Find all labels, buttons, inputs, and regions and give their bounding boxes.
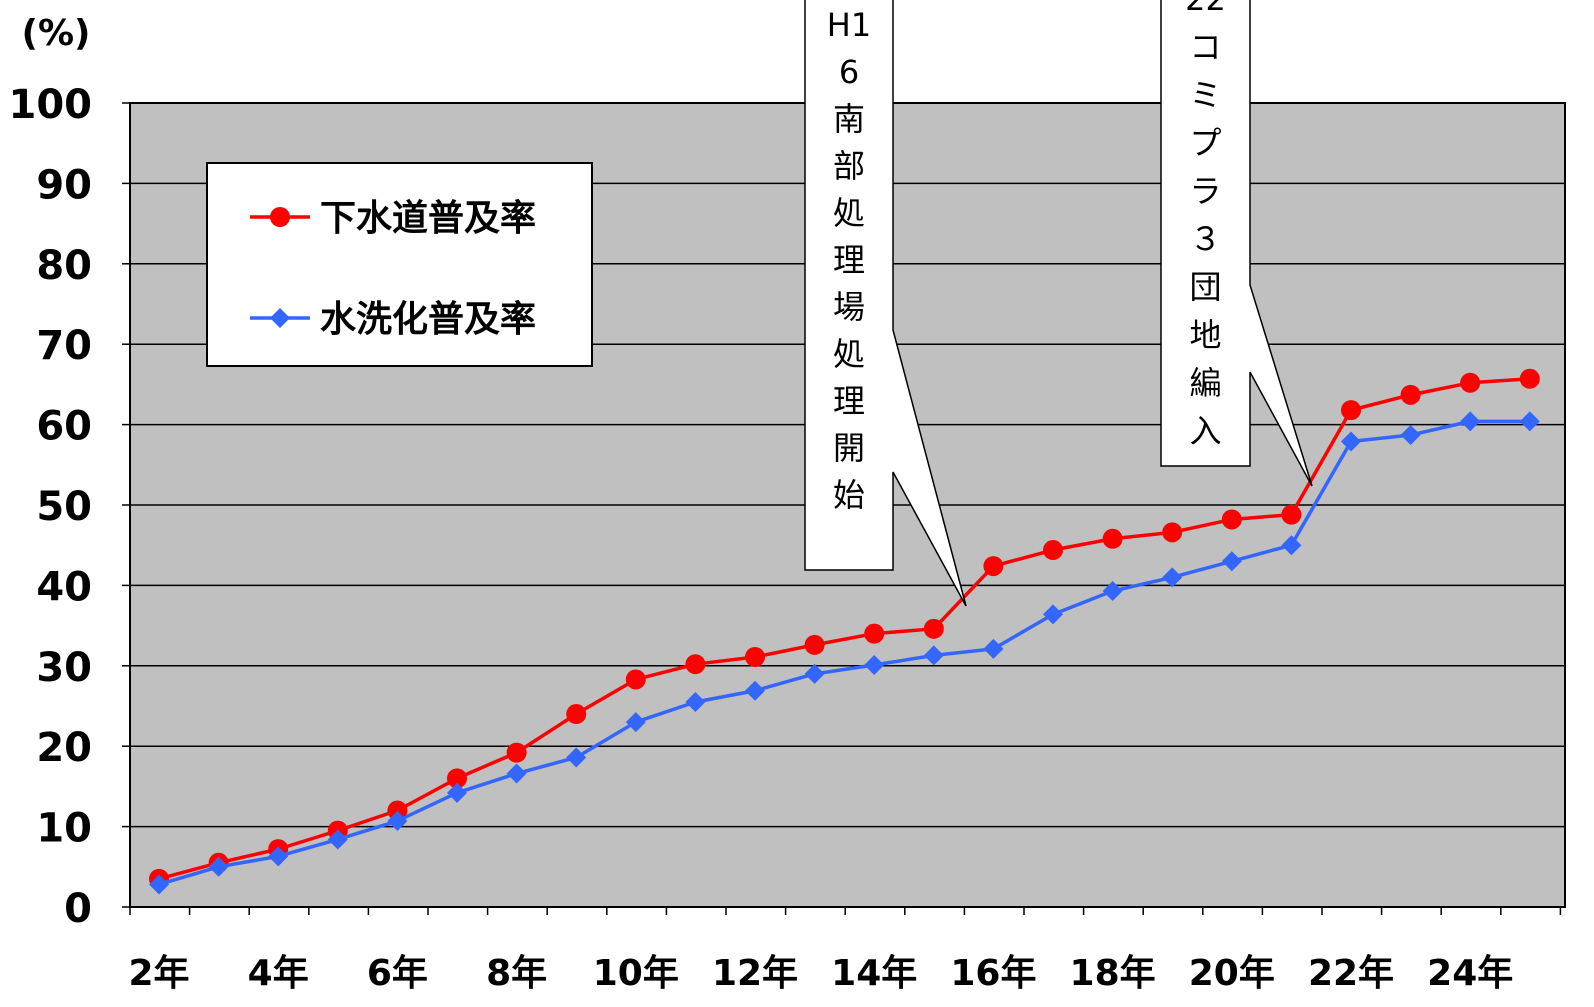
annotation-text: 理 [833,382,865,420]
series-line-1 [158,377,1530,881]
annotation-text: 入 [1189,412,1221,450]
annotation-text: 6 [839,53,859,91]
x-tick-label: 14年 [831,953,917,994]
data-point-2 [1400,425,1421,446]
data-point-1 [625,669,646,690]
data-point-2 [983,638,1004,659]
annotation-text: 地 [1189,316,1221,354]
data-point-1 [1519,368,1540,389]
data-point-1 [1281,504,1302,525]
data-point-1 [1162,522,1183,543]
data-point-1 [685,654,706,675]
y-tick-label: 70 [36,323,92,369]
annotation-text: 開 [833,429,865,467]
annotation-text: 始 [833,476,865,514]
data-point-2 [208,856,229,877]
annotation-callout [1160,0,1313,487]
data-point-1 [1400,384,1421,405]
y-tick-label: 10 [36,806,92,852]
data-point-2 [1519,411,1540,432]
x-tick-label: 10年 [593,953,679,994]
data-point-2 [1102,581,1123,602]
y-tick-label: 30 [36,645,92,691]
data-point-2 [447,782,467,803]
x-tick-label: 22年 [1308,953,1394,994]
annotation-text: 南 [833,100,865,138]
y-tick-label: 40 [36,564,92,610]
annotation-callout [804,0,967,607]
data-point-2 [625,712,646,733]
legend-marker [270,207,290,227]
annotation-text: ミ [1189,76,1221,114]
data-point-2 [1341,431,1361,452]
data-point-1 [923,618,944,639]
data-point-1 [447,768,467,789]
legend-marker [270,308,290,328]
data-point-2 [745,680,765,701]
data-point-2 [566,747,587,768]
x-tick-label: 20年 [1189,953,1275,994]
data-point-2 [268,846,289,867]
data-point-1 [506,742,527,763]
annotation-text: プ [1189,124,1221,162]
data-point-2 [1162,567,1183,588]
data-point-2 [506,763,527,784]
x-tick-label: 24年 [1427,953,1513,994]
legend-label: 水洗化普及率 [320,299,536,340]
y-axis-label: (%) [22,13,91,54]
data-point-1 [1341,400,1361,421]
annotation-text: ３ [1189,220,1221,258]
x-tick-label: 2年 [128,953,189,994]
data-point-1 [804,634,825,655]
x-tick-label: 16年 [950,953,1036,994]
annotation-text: コ [1189,28,1221,66]
annotation-text: 処 [833,335,865,373]
y-tick-label: 80 [36,243,92,289]
annotation-text: 処 [833,194,865,232]
data-point-1 [1460,372,1481,393]
x-tick-label: 6年 [367,953,428,994]
annotation-text: 場 [833,288,865,326]
data-point-1 [745,646,765,667]
data-point-2 [923,645,944,666]
annotation-text: 団 [1189,268,1221,306]
annotation-text: ラ [1189,172,1221,210]
data-point-2 [149,874,169,895]
annotation-text: 理 [833,241,865,279]
series-line-2 [158,419,1530,887]
data-point-2 [804,663,825,684]
data-point-2 [327,829,348,850]
x-tick-label: 8年 [486,953,547,994]
x-tick-label: 4年 [248,953,309,994]
y-tick-label: 90 [36,162,92,208]
data-point-2 [685,691,706,712]
y-tick-label: 20 [36,725,92,771]
annotation-text: 編 [1189,364,1221,402]
data-point-2 [1221,551,1242,572]
data-point-1 [387,800,408,821]
data-point-1 [864,623,885,644]
y-tick-label: 0 [64,886,92,932]
y-tick-label: 50 [36,484,92,530]
x-tick-label: 12年 [712,953,798,994]
data-point-1 [1043,540,1063,561]
data-point-2 [387,810,408,831]
data-point-1 [1102,528,1123,549]
data-point-1 [1221,509,1242,530]
data-point-1 [983,556,1004,577]
legend-box [206,162,593,367]
annotation-text: 部 [833,147,865,185]
data-point-1 [566,704,587,725]
data-point-2 [864,654,885,675]
data-point-2 [1281,535,1302,556]
data-point-2 [1460,411,1481,432]
annotation-text: H1 [827,6,871,44]
x-tick-label: 18年 [1070,953,1156,994]
annotation-text: 22 [1185,0,1226,18]
data-point-2 [1043,604,1063,625]
legend-label: 下水道普及率 [320,198,536,239]
y-tick-label: 100 [9,82,93,128]
y-tick-label: 60 [36,404,92,450]
